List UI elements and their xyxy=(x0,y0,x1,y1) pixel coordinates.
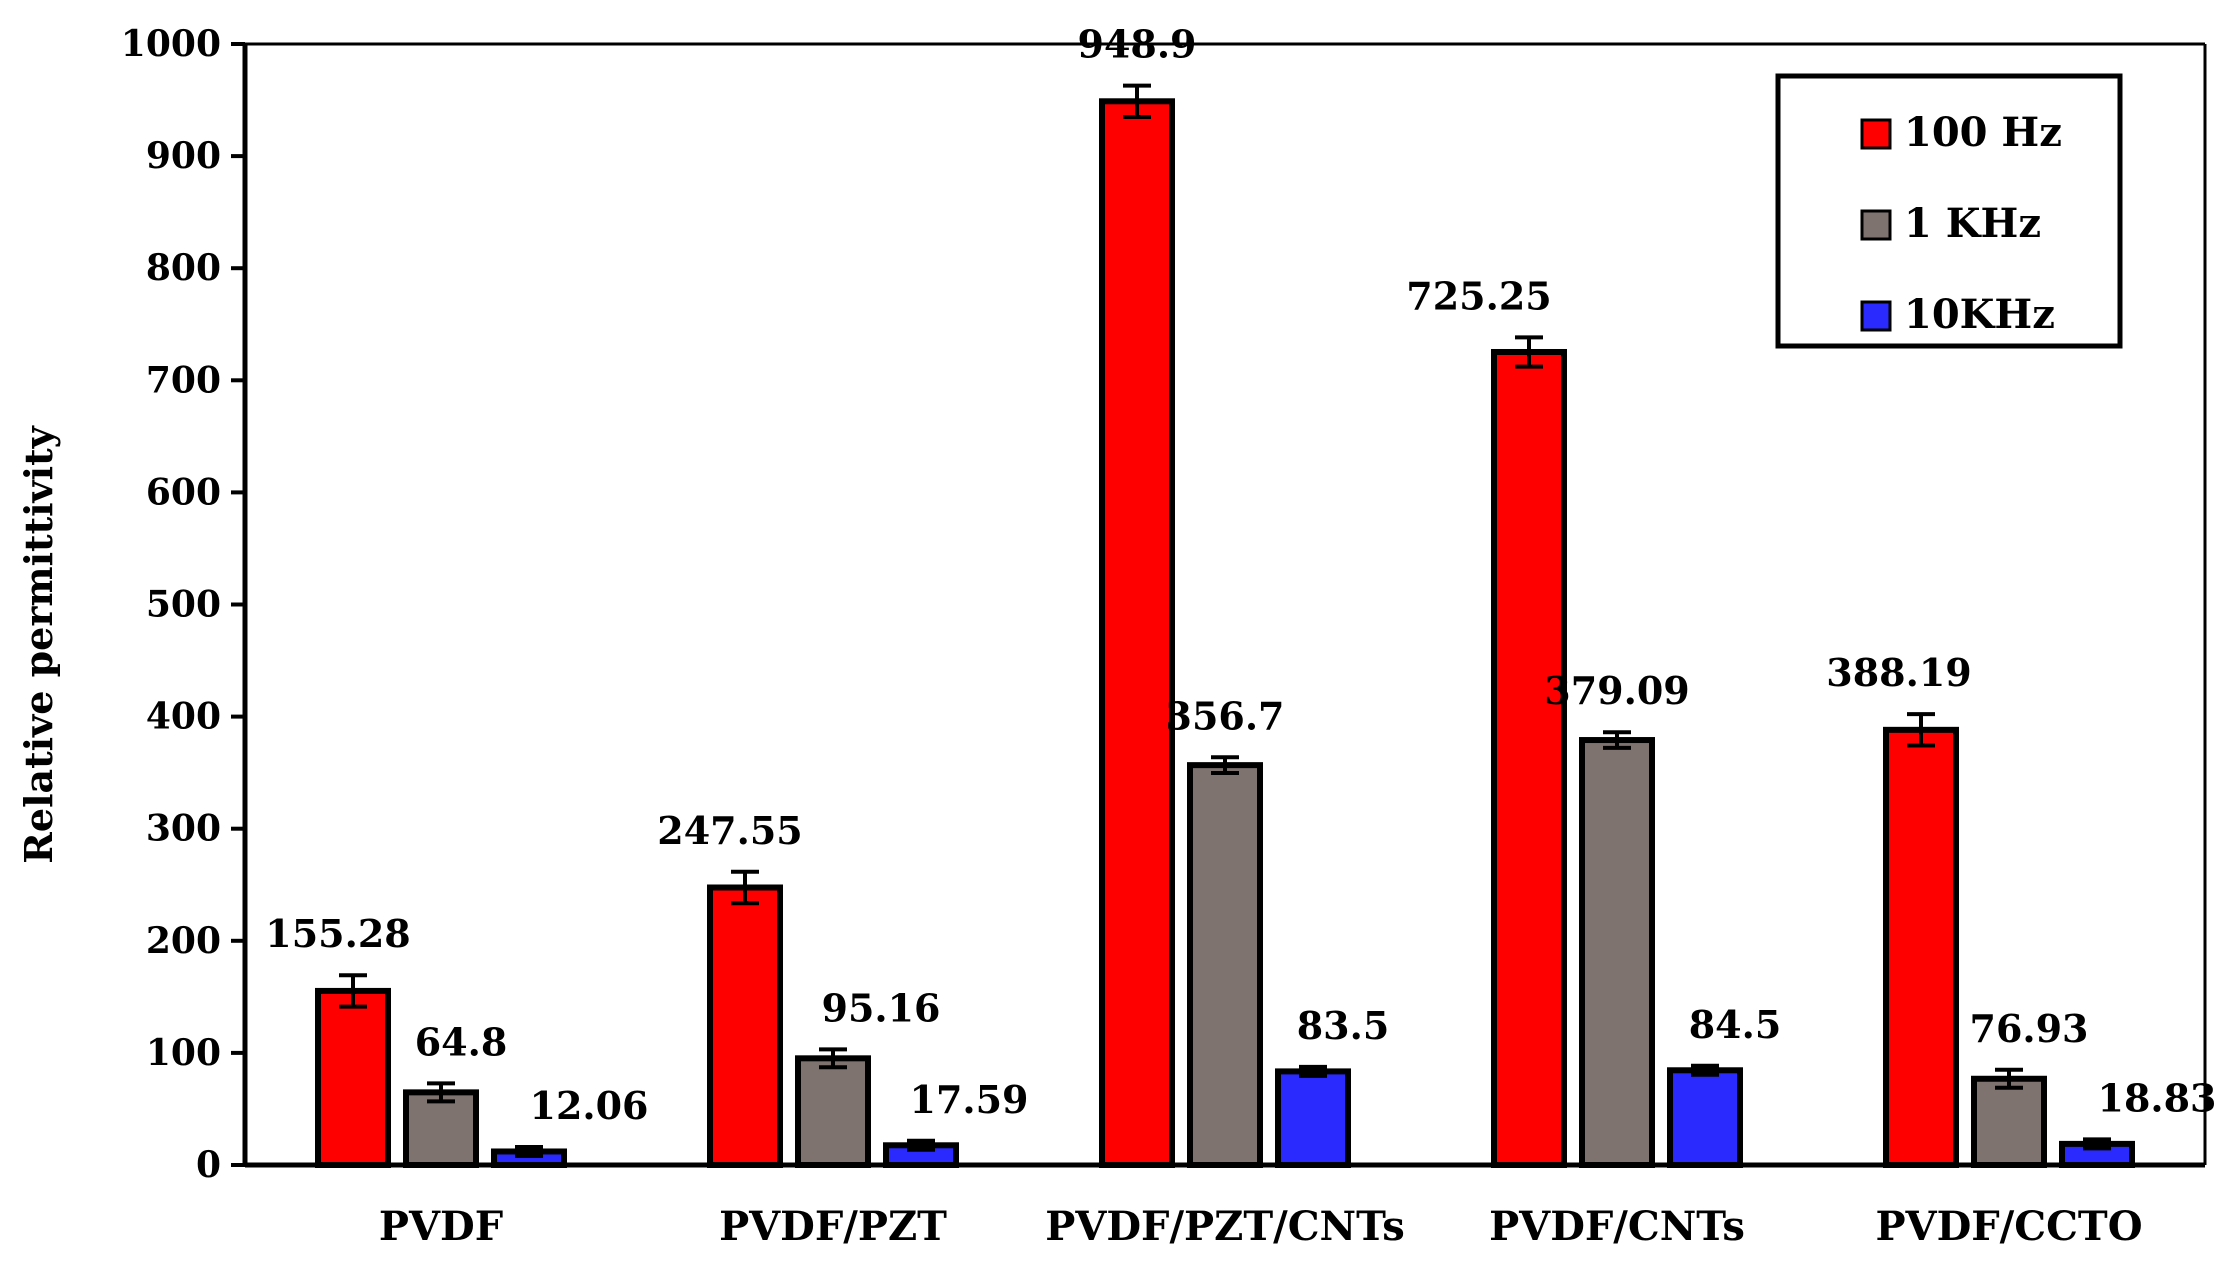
legend-swatch xyxy=(1860,300,1892,332)
category-label: PVDF/CCTO xyxy=(1875,1203,2142,1250)
y-tick-label: 1000 xyxy=(121,23,221,65)
legend-label: 1 KHz xyxy=(1904,200,2041,247)
legend-label: 10KHz xyxy=(1904,291,2055,338)
data-label: 155.28 xyxy=(265,911,410,956)
y-axis-title: Relative permittivity xyxy=(16,425,61,863)
y-tick-label: 800 xyxy=(146,247,221,289)
y-tick-label: 600 xyxy=(146,471,221,513)
category-label: PVDF/PZT/CNTs xyxy=(1045,1203,1404,1250)
bar xyxy=(1971,1075,2047,1169)
bar xyxy=(1883,726,1959,1168)
y-tick-label: 100 xyxy=(146,1032,221,1074)
data-label: 388.19 xyxy=(1826,650,1971,695)
data-label: 84.5 xyxy=(1689,1002,1782,1047)
bar xyxy=(1099,98,1175,1169)
y-tick-label: 0 xyxy=(196,1144,221,1186)
bar xyxy=(315,987,391,1168)
y-tick-label: 500 xyxy=(146,584,221,626)
y-tick-label: 300 xyxy=(146,808,221,850)
category-label: PVDF/CNTs xyxy=(1489,1203,1745,1250)
data-label: 379.09 xyxy=(1544,668,1689,713)
data-label: 247.55 xyxy=(657,808,802,853)
data-label: 356.7 xyxy=(1166,693,1285,738)
bar xyxy=(403,1089,479,1169)
bar xyxy=(1667,1067,1743,1169)
data-label: 18.83 xyxy=(2098,1075,2214,1120)
category-label: PVDF xyxy=(379,1203,503,1250)
data-labels: 155.28 64.8 12.06 247.55 95.16 17.59 948.9 356.… xyxy=(265,22,2214,1128)
category-label: PVDF/PZT xyxy=(719,1203,947,1250)
bar-series xyxy=(315,83,2135,1169)
bar xyxy=(1187,762,1263,1168)
y-tick-label: 700 xyxy=(146,359,221,401)
legend-swatch xyxy=(1860,209,1892,241)
bar xyxy=(1579,737,1655,1168)
legend: 100 Hz 1 KHz 10KHz xyxy=(1775,73,2123,349)
legend-label: 100 Hz xyxy=(1904,109,2062,156)
data-label: 83.5 xyxy=(1297,1003,1390,1048)
legend-swatch xyxy=(1860,118,1892,150)
bar xyxy=(1491,348,1567,1168)
data-label: 725.25 xyxy=(1406,273,1551,318)
y-tick-label: 200 xyxy=(146,920,221,962)
category-labels: PVDF PVDF/PZT PVDF/PZT/CNTs PVDF/CNTs PVDF/C… xyxy=(379,1203,2143,1250)
y-tick-label: 900 xyxy=(146,135,221,177)
y-axis-ticks: 0 100 200 300 400 500 600 700 800 900 1000 xyxy=(121,23,245,1186)
data-label: 17.59 xyxy=(910,1077,1029,1122)
data-label: 64.8 xyxy=(415,1019,508,1064)
legend-box xyxy=(1775,73,2123,349)
bar xyxy=(707,884,783,1168)
bar xyxy=(795,1055,871,1169)
axes xyxy=(242,42,2207,1168)
y-tick-label: 400 xyxy=(146,696,221,738)
data-label: 948.9 xyxy=(1078,22,1197,67)
bar xyxy=(1275,1068,1351,1168)
data-label: 76.93 xyxy=(1970,1006,2089,1051)
data-label: 12.06 xyxy=(530,1083,649,1128)
data-label: 95.16 xyxy=(822,985,941,1030)
